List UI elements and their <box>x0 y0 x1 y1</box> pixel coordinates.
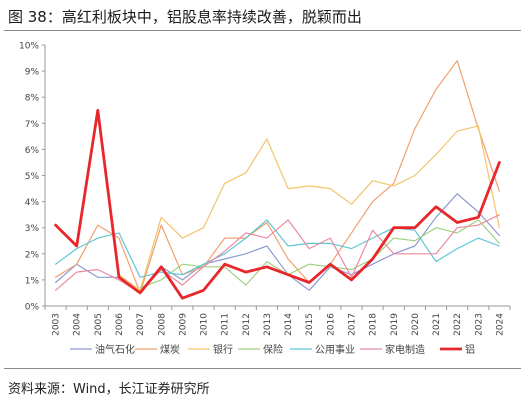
y-tick-label: 0% <box>25 303 40 313</box>
x-tick-label: 2014 <box>284 313 294 336</box>
series-line-3 <box>139 219 500 289</box>
x-tick-label: 2005 <box>94 313 104 336</box>
legend-label: 银行 <box>213 343 233 356</box>
source-divider <box>4 368 521 369</box>
y-tick-label: 3% <box>25 224 40 234</box>
series-line-1 <box>55 60 500 294</box>
x-tick-label: 2009 <box>178 313 188 336</box>
x-tick-label: 2017 <box>347 313 357 336</box>
x-tick-label: 2006 <box>115 313 125 336</box>
chart-container: 0% 1% 2% 3% 4% 5% 6% 7% 8% 9% 10% 2003 2004 2005 2006 2… <box>0 33 525 363</box>
figure-title: 图 38：高红利板块中，铝股息率持续改善，脱颖而出 <box>8 8 362 26</box>
y-tick-label: 10% <box>19 42 39 52</box>
x-tick-label: 2024 <box>495 313 505 336</box>
legend-label: 家电制造 <box>385 343 425 356</box>
y-tick-label: 2% <box>25 250 40 260</box>
y-tick-label: 8% <box>25 94 40 104</box>
dividend-yield-line-chart: 0% 1% 2% 3% 4% 5% 6% 7% 8% 9% 10% 2003 2004 2005 2006 2… <box>19 42 511 356</box>
y-tick-label: 5% <box>25 172 40 182</box>
x-tick-label: 2011 <box>221 313 231 336</box>
legend-label: 保险 <box>263 343 283 356</box>
x-tick-label: 2008 <box>157 313 167 336</box>
x-tick-label: 2013 <box>263 313 273 336</box>
x-tick-label: 2012 <box>242 313 252 336</box>
y-tick-label: 1% <box>25 276 40 286</box>
y-tick-label: 7% <box>25 120 40 130</box>
y-tick-label: 9% <box>25 68 40 78</box>
legend-label: 铝 <box>465 344 475 356</box>
y-tick-label: 4% <box>25 198 40 208</box>
x-tick-label: 2007 <box>136 313 146 336</box>
x-tick-label: 2010 <box>200 313 210 336</box>
x-tick-label: 2018 <box>369 313 379 336</box>
series-line-6 <box>54 108 501 300</box>
x-tick-label: 2021 <box>432 313 442 336</box>
y-tick-label: 6% <box>25 146 40 156</box>
title-divider <box>4 30 521 31</box>
series-line-2 <box>118 125 500 291</box>
x-tick-label: 2016 <box>326 313 336 336</box>
x-tick-label: 2020 <box>411 313 421 336</box>
x-tick-label: 2003 <box>52 313 62 336</box>
x-tick-label: 2015 <box>305 313 315 336</box>
legend-label: 油气石化 <box>95 343 135 356</box>
x-tick-label: 2004 <box>73 313 83 336</box>
x-tick-label: 2019 <box>390 313 400 336</box>
source-note: 资料来源：Wind，长江证券研究所 <box>8 382 210 397</box>
x-tick-label: 2022 <box>453 313 463 336</box>
legend-label: 煤炭 <box>160 343 180 356</box>
x-tick-label: 2023 <box>474 313 484 336</box>
legend-label: 公用事业 <box>315 343 355 356</box>
series-line-4 <box>55 219 500 278</box>
